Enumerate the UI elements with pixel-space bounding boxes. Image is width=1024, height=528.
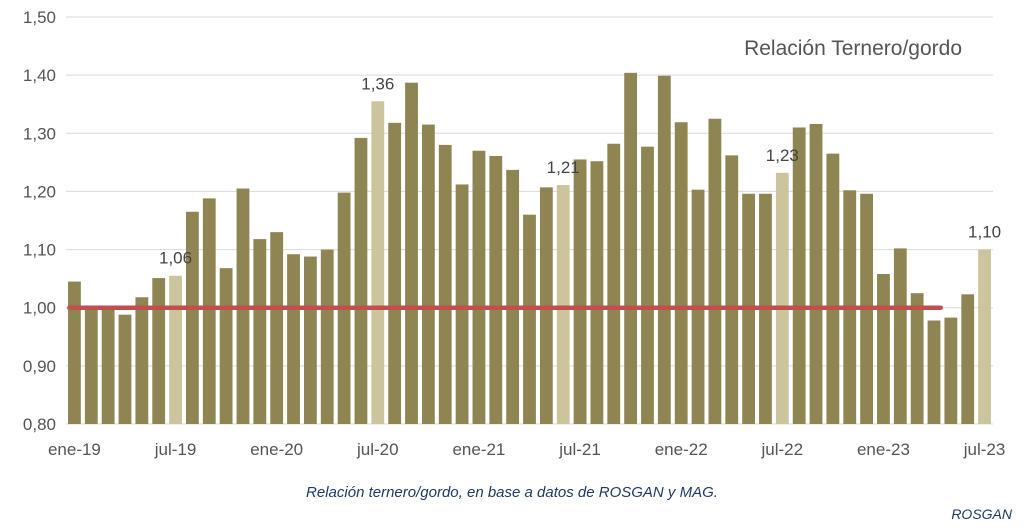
y-tick-label: 1,30	[23, 124, 56, 143]
bar-ago-19	[186, 211, 199, 424]
bar-feb-19	[84, 307, 98, 424]
y-tick-label: 1,40	[23, 66, 56, 85]
x-tick-label: ene-19	[48, 440, 101, 459]
bar-ago-21	[590, 161, 604, 425]
bar-sep-20	[405, 82, 418, 425]
y-tick-label: 0,80	[23, 415, 56, 434]
bar-jun-20	[354, 137, 368, 425]
data-label: 1,21	[547, 158, 580, 177]
bar-dic-20	[455, 184, 469, 424]
bar-ene-20	[270, 232, 284, 424]
bar-feb-20	[287, 254, 300, 424]
x-tick-label: ene-21	[452, 440, 505, 459]
bar-abr-21	[523, 214, 536, 424]
x-tick-label: ene-20	[250, 440, 303, 459]
y-tick-label: 1,10	[23, 241, 56, 260]
bar-oct-20	[421, 124, 435, 425]
x-tick-label: jul-21	[558, 440, 601, 459]
bar-jun-19	[152, 278, 166, 424]
bar-abr-22	[725, 155, 739, 424]
data-label: 1,06	[159, 249, 192, 268]
x-tick-label: jul-20	[356, 440, 399, 459]
x-tick-label: jul-23	[963, 440, 1006, 459]
bar-jul-22	[775, 172, 789, 424]
data-label: 1,23	[766, 146, 799, 165]
bars	[68, 72, 991, 425]
y-tick-label: 1,00	[23, 299, 56, 318]
x-axis-labels: ene-19 jul-19 ene-20 jul-20 ene-21 jul-21 ene-…	[48, 440, 1005, 459]
chart-title: Relación Ternero/gordo	[744, 37, 962, 60]
bar-jul-21	[573, 159, 587, 424]
x-tick-label: ene-23	[857, 440, 910, 459]
bar-sep-21	[607, 143, 621, 424]
source-label: ROSGAN	[951, 506, 1012, 522]
bar-feb-21	[489, 155, 503, 424]
chart-caption: Relación ternero/gordo, en base a datos …	[306, 484, 718, 501]
bar-jun-23	[961, 294, 975, 424]
bar-dic-19	[253, 239, 267, 424]
y-tick-label: 1,50	[23, 8, 56, 27]
bar-jun-21	[556, 185, 570, 424]
bar-feb-23	[893, 248, 907, 424]
data-label: 1,10	[968, 223, 1001, 242]
bar-abr-20	[320, 249, 334, 424]
bar-ene-19	[68, 281, 81, 424]
bar-mar-22	[708, 118, 722, 424]
bar-may-19	[135, 297, 149, 424]
bar-jul-23	[978, 249, 991, 424]
bar-mar-20	[303, 256, 317, 424]
bar-ene-23	[877, 273, 890, 424]
bar-ene-21	[472, 150, 486, 424]
y-tick-label: 0,90	[23, 357, 56, 376]
bar-jul-20	[371, 101, 385, 425]
bar-sep-22	[809, 123, 823, 425]
bar-ago-20	[388, 122, 402, 424]
bar-oct-19	[219, 268, 233, 424]
ternero-gordo-chart: 0,80 0,90 1,00 1,10 1,20 1,30 1,40 1,50 1,06 1,3…	[23, 8, 1005, 459]
bar-mar-19	[101, 309, 115, 424]
bar-nov-20	[438, 144, 452, 424]
bar-oct-22	[826, 153, 840, 424]
bar-abr-19	[118, 314, 132, 424]
y-tick-label: 1,20	[23, 182, 56, 201]
bar-dic-21	[657, 75, 671, 424]
x-tick-label: jul-19	[154, 440, 197, 459]
bar-ago-22	[792, 127, 806, 424]
bar-oct-21	[624, 72, 638, 425]
data-labels: 1,06 1,36 1,21 1,23 1,10	[159, 74, 1001, 267]
bar-sep-19	[202, 198, 216, 424]
x-tick-label: jul-22	[761, 440, 804, 459]
bar-mar-21	[506, 169, 520, 424]
x-tick-label: ene-22	[655, 440, 708, 459]
bar-ene-22	[674, 122, 688, 424]
bar-may-23	[944, 317, 958, 424]
y-axis-labels: 0,80 0,90 1,00 1,10 1,20 1,30 1,40 1,50	[23, 8, 56, 434]
data-label: 1,36	[361, 74, 394, 93]
bar-jul-19	[169, 275, 182, 424]
bar-nov-21	[641, 146, 654, 424]
bar-abr-23	[927, 320, 941, 424]
bar-mar-23	[910, 293, 924, 424]
